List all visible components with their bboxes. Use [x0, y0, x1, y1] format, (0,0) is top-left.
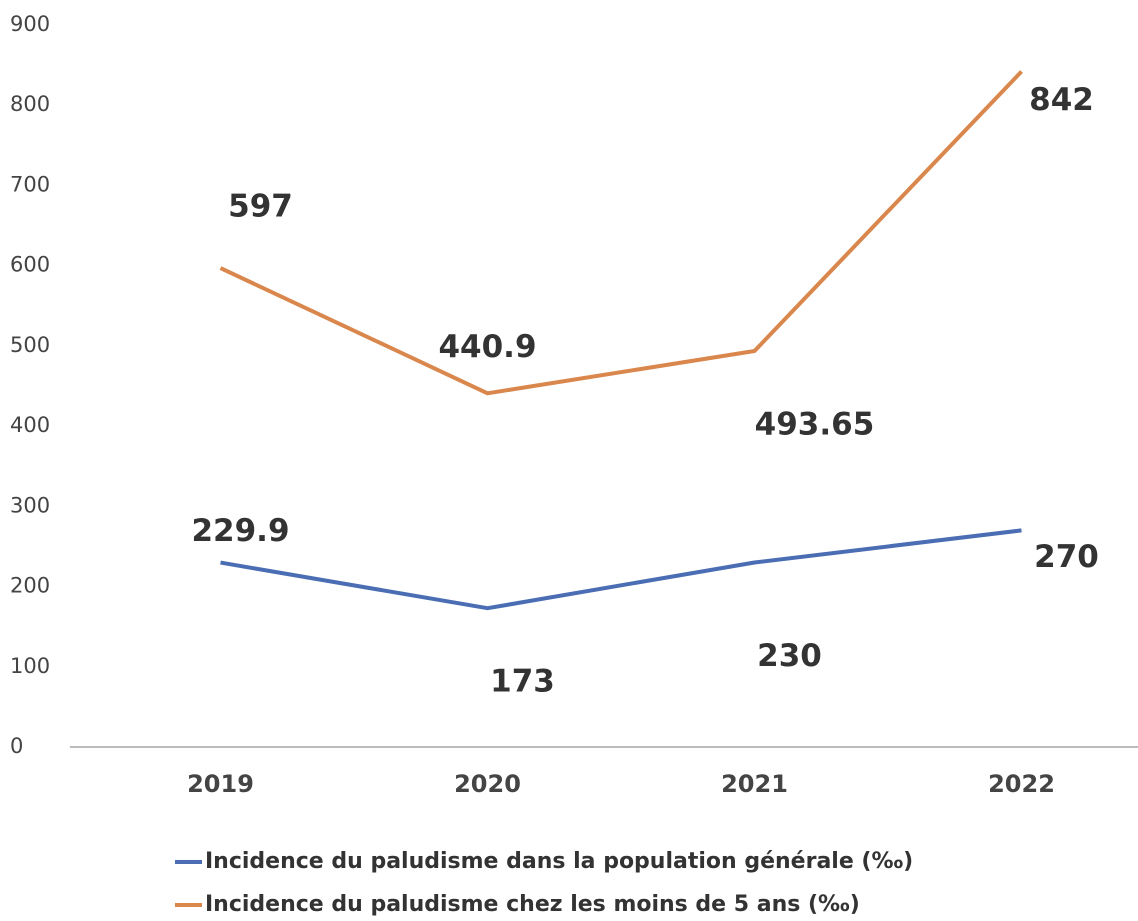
- data-label: 597: [228, 189, 293, 225]
- x-tick-label: 2022: [988, 770, 1055, 798]
- y-tick-label: 400: [10, 413, 50, 437]
- y-tick-label: 200: [10, 574, 50, 598]
- y-tick-label: 700: [10, 172, 50, 196]
- x-tick-label: 2021: [721, 770, 788, 798]
- data-label: 173: [490, 664, 555, 700]
- y-tick-label: 600: [10, 253, 50, 277]
- series-line: [220, 528, 1022, 611]
- data-label: 493.65: [755, 406, 875, 442]
- data-label: 230: [757, 638, 822, 674]
- x-tick-label: 2020: [454, 770, 521, 798]
- y-tick-label: 800: [10, 92, 50, 116]
- legend-label: Incidence du paludisme chez les moins de…: [205, 892, 860, 917]
- series-line: [219, 70, 1023, 396]
- data-label: 440.9: [438, 329, 536, 365]
- x-tick-label: 2019: [187, 770, 254, 798]
- y-tick-label: 500: [10, 333, 50, 357]
- y-tick-label: 900: [10, 12, 50, 36]
- data-label: 842: [1029, 82, 1094, 118]
- y-tick-label: 300: [10, 493, 50, 517]
- data-label: 270: [1034, 539, 1099, 575]
- legend-label: Incidence du paludisme dans la populatio…: [205, 849, 913, 874]
- data-label: 229.9: [191, 513, 289, 549]
- y-tick-label: 0: [10, 734, 23, 758]
- y-tick-label: 100: [10, 654, 50, 678]
